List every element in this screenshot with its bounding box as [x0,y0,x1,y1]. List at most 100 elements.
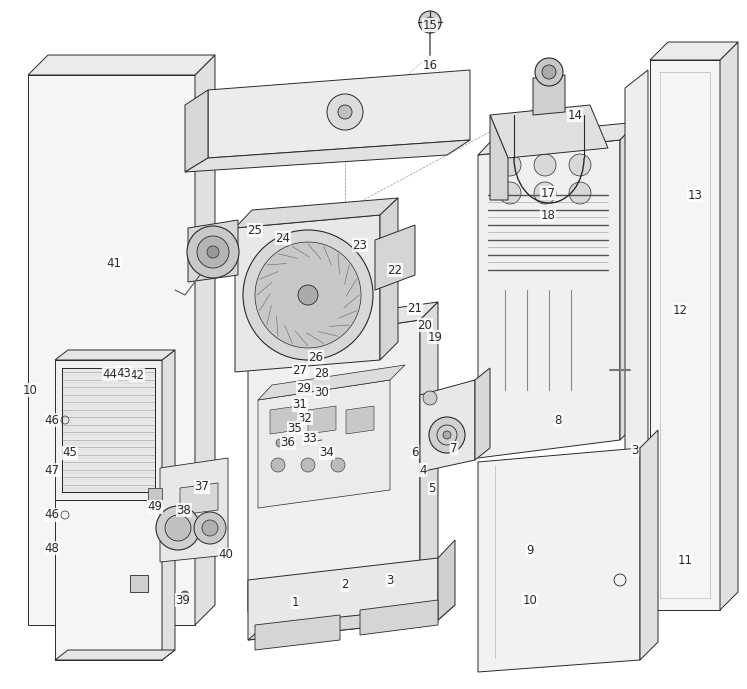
Circle shape [156,506,200,550]
Text: 37: 37 [194,480,209,493]
Text: 8: 8 [554,413,562,426]
Text: 13: 13 [687,189,702,201]
Circle shape [276,439,284,447]
Text: 18: 18 [541,209,556,221]
Circle shape [301,458,315,472]
Text: 10: 10 [22,384,37,396]
Circle shape [423,391,437,405]
Text: 11: 11 [678,553,692,566]
Circle shape [327,94,363,130]
Text: 33: 33 [303,431,317,444]
Polygon shape [28,75,195,625]
Polygon shape [162,490,175,660]
Text: 28: 28 [314,367,329,380]
Polygon shape [55,350,175,360]
Polygon shape [650,42,738,60]
Polygon shape [130,575,148,592]
Polygon shape [248,302,438,345]
Text: 36: 36 [281,437,295,449]
Circle shape [207,246,219,258]
Polygon shape [255,615,340,650]
Polygon shape [346,406,374,434]
Circle shape [255,242,361,348]
Text: 41: 41 [107,256,122,269]
Text: 6: 6 [412,446,419,458]
Text: 47: 47 [45,464,60,477]
Text: 31: 31 [293,398,308,411]
Polygon shape [380,198,398,360]
Polygon shape [55,360,162,500]
Text: 21: 21 [408,302,423,314]
Text: 7: 7 [450,442,458,455]
Circle shape [534,182,556,204]
Polygon shape [475,368,490,460]
Circle shape [338,105,352,119]
Text: 32: 32 [297,411,312,424]
Text: 42: 42 [129,369,144,382]
Polygon shape [478,122,638,155]
Circle shape [542,65,556,79]
Text: 34: 34 [320,446,335,460]
Polygon shape [308,406,336,434]
Text: 24: 24 [276,232,291,245]
Text: 9: 9 [526,544,534,557]
Circle shape [425,17,435,27]
Polygon shape [160,458,228,562]
Polygon shape [478,140,620,458]
Polygon shape [235,215,380,372]
Polygon shape [148,488,162,502]
Text: 44: 44 [102,367,117,380]
Polygon shape [248,605,455,640]
Circle shape [429,417,465,453]
Circle shape [298,285,318,305]
Polygon shape [55,650,175,660]
Polygon shape [490,115,508,200]
Text: 16: 16 [423,59,438,72]
Text: 46: 46 [45,508,60,522]
Polygon shape [270,406,298,434]
Circle shape [331,458,345,472]
Text: 38: 38 [176,504,191,517]
Polygon shape [650,60,720,610]
Polygon shape [248,320,420,612]
Text: 17: 17 [541,187,556,200]
Circle shape [534,154,556,176]
Circle shape [165,515,191,541]
Circle shape [181,591,189,599]
Text: 12: 12 [672,303,687,316]
Text: 5: 5 [428,482,436,495]
Text: 20: 20 [418,318,433,331]
Polygon shape [720,42,738,610]
Polygon shape [258,380,390,508]
Polygon shape [533,75,565,115]
Polygon shape [620,122,638,440]
Text: 25: 25 [247,223,262,236]
Text: 3: 3 [386,573,394,586]
Circle shape [194,512,226,544]
Text: 22: 22 [388,263,403,276]
Circle shape [569,182,591,204]
Circle shape [271,458,285,472]
Text: 19: 19 [427,331,442,344]
Text: 23: 23 [353,238,368,251]
Polygon shape [258,365,405,400]
Circle shape [202,520,218,536]
Text: 27: 27 [293,364,308,376]
Circle shape [499,154,521,176]
Polygon shape [28,55,215,75]
Text: 15: 15 [423,19,438,32]
Polygon shape [188,220,238,282]
Circle shape [243,230,373,360]
Text: 48: 48 [45,542,60,555]
Text: 43: 43 [117,367,131,380]
Polygon shape [420,302,438,590]
Polygon shape [438,540,455,620]
Polygon shape [162,350,175,500]
Polygon shape [62,368,155,492]
Text: 3: 3 [631,444,639,457]
Text: 45: 45 [63,446,78,460]
Polygon shape [478,448,640,672]
Circle shape [443,431,451,439]
Polygon shape [420,380,475,472]
Text: 29: 29 [297,382,311,395]
